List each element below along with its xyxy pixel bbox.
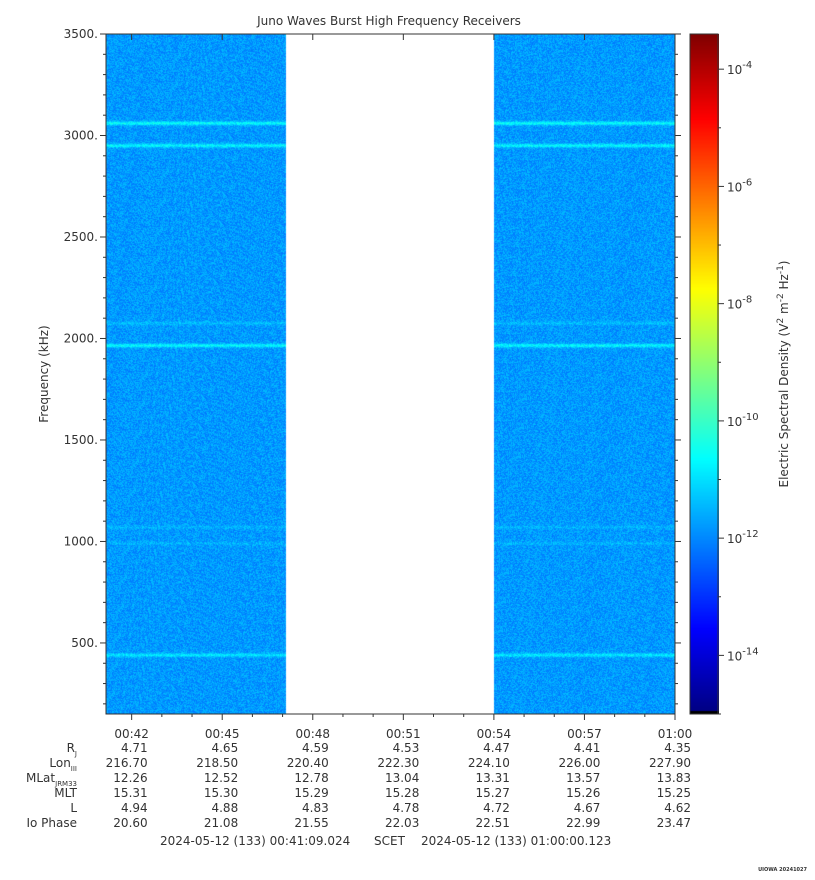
ephemeris-row-label: LonIII <box>49 756 77 773</box>
ephemeris-value: 4.83 <box>302 801 329 815</box>
ephemeris-value: 4.72 <box>483 801 510 815</box>
ephemeris-value: 226.00 <box>558 756 600 770</box>
ephemeris-value: 15.25 <box>657 786 691 800</box>
ephemeris-value: 4.78 <box>393 801 420 815</box>
ephemeris-value: 4.59 <box>302 741 329 755</box>
spectrogram-heatmap <box>106 34 675 714</box>
ephemeris-value: 22.51 <box>476 816 510 830</box>
ephemeris-value: 21.55 <box>294 816 328 830</box>
y-tick-label: 2500. <box>64 230 98 244</box>
ephemeris-value: 13.31 <box>476 771 510 785</box>
ephemeris-row-label: RJ <box>67 741 77 758</box>
ephemeris-value: 15.27 <box>476 786 510 800</box>
x-tick-label: 00:45 <box>205 727 240 741</box>
ephemeris-value: 4.41 <box>574 741 601 755</box>
ephemeris-value: 12.52 <box>204 771 238 785</box>
x-tick-label: 00:48 <box>295 727 330 741</box>
colorbar-tick-label: 10-4 <box>727 60 752 77</box>
y-tick-label: 1500. <box>64 433 98 447</box>
ephemeris-table: RJ 4.71 4.65 4.59 4.53 4.47 4.41 4.35 LonIII 216.… <box>26 741 691 830</box>
ephemeris-value: 15.26 <box>566 786 600 800</box>
ephemeris-value: 220.40 <box>287 756 329 770</box>
chart-title: Juno Waves Burst High Frequency Receiver… <box>256 14 521 28</box>
colorbar-tick-label: 10-6 <box>727 177 752 194</box>
y-tick-label: 500. <box>71 636 98 650</box>
ephemeris-value: 15.31 <box>113 786 147 800</box>
ephemeris-value: 4.67 <box>574 801 601 815</box>
ephemeris-value: 4.71 <box>121 741 148 755</box>
ephemeris-value: 15.30 <box>204 786 238 800</box>
y-tick-label: 2000. <box>64 331 98 345</box>
ephemeris-value: 23.47 <box>657 816 691 830</box>
colorbar-tick-label: 10-14 <box>727 646 759 663</box>
ephemeris-value: 15.29 <box>294 786 328 800</box>
ephemeris-row-label: MLT <box>54 786 77 800</box>
time-range-end: 2024-05-12 (133) 01:00:00.123 <box>421 834 611 848</box>
ephemeris-value: 13.57 <box>566 771 600 785</box>
y-tick-label: 1000. <box>64 534 98 548</box>
ephemeris-value: 4.35 <box>664 741 691 755</box>
ephemeris-value: 12.26 <box>113 771 147 785</box>
y-axis: 500. 1000. 1500. 2000. 2500. 3000. 3500. <box>64 27 681 705</box>
colorbar-ticks: 10-4 10-6 10-8 10-10 10-12 10-14 <box>718 60 759 715</box>
spectrogram-image-area <box>106 34 675 714</box>
ephemeris-value: 4.62 <box>664 801 691 815</box>
colorbar-tick-label: 10-12 <box>727 529 759 546</box>
x-tick-label: 00:57 <box>567 727 602 741</box>
time-range-start: 2024-05-12 (133) 00:41:09.024 <box>160 834 350 848</box>
y-axis-label: Frequency (kHz) <box>37 325 51 422</box>
ephemeris-value: 15.28 <box>385 786 419 800</box>
ephemeris-value: 4.53 <box>393 741 420 755</box>
y-tick-label: 3500. <box>64 27 98 41</box>
ephemeris-row-label: L <box>70 801 77 815</box>
ephemeris-row-label: MLatJRM33 <box>26 771 77 788</box>
ephemeris-value: 216.70 <box>106 756 148 770</box>
colorbar-frame <box>689 33 719 715</box>
ephemeris-value: 21.08 <box>204 816 238 830</box>
colorbar-tick-label: 10-8 <box>727 295 752 312</box>
ephemeris-value: 4.88 <box>211 801 238 815</box>
colorbar-gradient <box>690 34 719 714</box>
ephemeris-value: 4.47 <box>483 741 510 755</box>
colorbar-label: Electric Spectral Density (V2 m-2 Hz-1) <box>776 260 791 487</box>
ephemeris-value: 12.78 <box>294 771 328 785</box>
ephemeris-value: 218.50 <box>196 756 238 770</box>
credit-label: UIOWA 20241027 <box>758 867 807 873</box>
time-range-label: SCET <box>374 834 406 848</box>
ephemeris-value: 224.10 <box>468 756 510 770</box>
ephemeris-value: 22.03 <box>385 816 419 830</box>
x-tick-label: 00:51 <box>386 727 421 741</box>
y-tick-label: 3000. <box>64 128 98 142</box>
ephemeris-value: 227.90 <box>649 756 691 770</box>
colorbar-area <box>690 34 719 714</box>
ephemeris-row-label: Io Phase <box>26 816 77 830</box>
ephemeris-value: 20.60 <box>113 816 147 830</box>
ephemeris-value: 13.83 <box>657 771 691 785</box>
x-axis: 00:42 00:45 00:48 00:51 00:54 00:57 01:00 <box>114 34 692 741</box>
ephemeris-value: 13.04 <box>385 771 419 785</box>
x-tick-label: 00:42 <box>114 727 149 741</box>
ephemeris-value: 222.30 <box>377 756 419 770</box>
ephemeris-value: 4.65 <box>211 741 238 755</box>
colorbar-tick-label: 10-10 <box>727 412 759 429</box>
plot-frame <box>105 33 676 715</box>
ephemeris-value: 4.94 <box>121 801 148 815</box>
x-tick-label: 00:54 <box>477 727 512 741</box>
ephemeris-value: 22.99 <box>566 816 600 830</box>
x-tick-label: 01:00 <box>658 727 693 741</box>
